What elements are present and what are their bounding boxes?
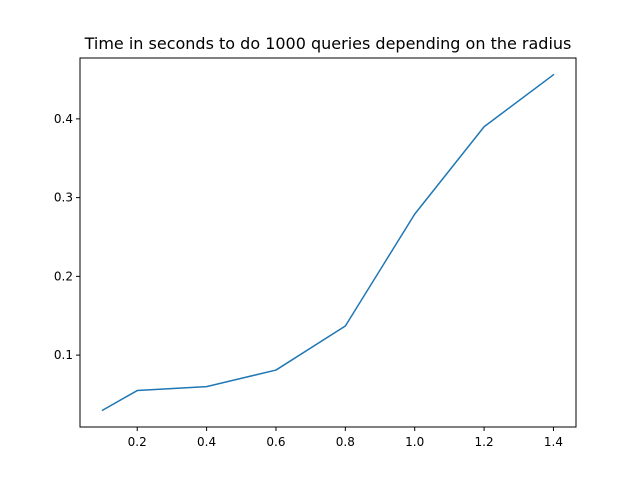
x-tick-label: 1.4 [544, 435, 563, 449]
x-tick-label: 1.2 [475, 435, 494, 449]
y-tick-label: 0.4 [54, 112, 73, 126]
x-tick-label: 0.8 [336, 435, 355, 449]
y-tick-label: 0.1 [54, 348, 73, 362]
x-tick-label: 1.0 [405, 435, 424, 449]
x-tick-label: 0.6 [266, 435, 285, 449]
x-tick-label: 0.4 [197, 435, 216, 449]
series-line-0 [101, 73, 555, 412]
axes-frame [79, 57, 577, 428]
x-tick-label: 0.2 [128, 435, 147, 449]
chart-title: Time in seconds to do 1000 queries depen… [84, 34, 572, 53]
y-tick-label: 0.2 [54, 269, 73, 283]
plot-area: 0.2 0.4 0.6 0.8 1.0 1.2 1.4 0.1 0.2 0.3 0.4 [54, 57, 577, 449]
y-tick-label: 0.3 [54, 191, 73, 205]
